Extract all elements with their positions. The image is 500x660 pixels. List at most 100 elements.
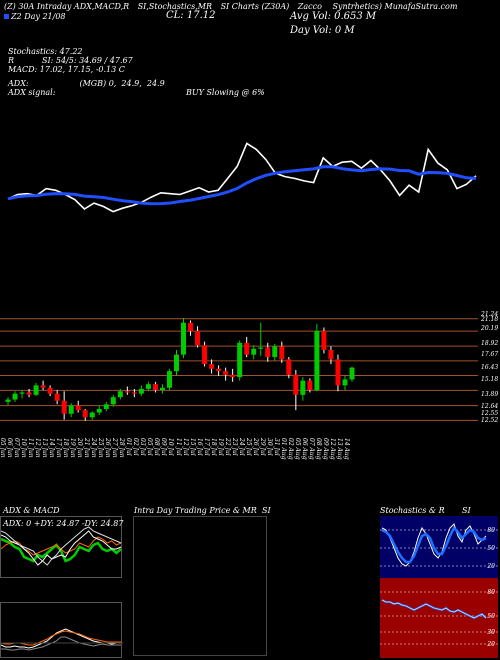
candle-body (328, 349, 334, 360)
candle-body (272, 346, 278, 357)
stoch-panel-title: Stochastics & R (380, 506, 445, 515)
candle-body (342, 379, 348, 386)
candle-body (216, 368, 222, 372)
stoch-panel-si: SI (462, 506, 471, 515)
candle-body (68, 405, 74, 414)
date-tick-label: 31 Jul (272, 438, 280, 456)
header-part-1: (Z) 30A Intraday (4, 2, 72, 11)
price-level-label: 17.67 (481, 351, 498, 358)
candle-body (103, 404, 109, 409)
date-tick-label: 05 Aug (293, 438, 301, 460)
candle-body (117, 391, 123, 398)
buy-signal: BUY Slowing @ 6% (186, 88, 265, 97)
candle-body (110, 397, 116, 405)
date-tick-label: 14 Aug (343, 438, 350, 460)
candle-body (188, 322, 194, 331)
date-tick-label: 24 Jul (237, 438, 245, 456)
date-tick-label: 12 Aug (328, 438, 336, 460)
date-tick-label: 25 Jul (244, 438, 252, 456)
stoch-panel: 80 50 20 (380, 516, 498, 578)
candle-body (5, 399, 11, 402)
header-line2: Z2 Day 21/08 (4, 12, 66, 21)
avg-vol: Avg Vol: 0.653 M (290, 11, 377, 22)
date-tick-label: 13 Jun (41, 438, 49, 458)
header-part-2: ADX,MACD,R (73, 2, 130, 11)
date-tick-label: 29 Jul (258, 438, 266, 456)
candle-body (166, 371, 172, 388)
candle-body (96, 409, 102, 413)
rsi-tick-30: 30 (487, 629, 495, 636)
legend-square-icon (4, 14, 9, 19)
rsi-value: R SI: 54/5: 34.69 / 47.67 (8, 56, 133, 65)
date-tick-label: 09 Jul (160, 438, 168, 456)
candle-body (40, 385, 46, 388)
candle-body (258, 347, 264, 349)
date-tick-label: 30 Jul (265, 438, 273, 456)
date-tick-label: 18 Jun (62, 438, 70, 458)
price-level-label: 16.43 (481, 364, 498, 371)
date-tick-label: 03 Jul (139, 438, 147, 456)
candle-body (19, 392, 25, 394)
date-tick-label: 01 Jul (125, 438, 133, 456)
adx-chart (1, 526, 122, 566)
close-label: CL: 17.12 (166, 10, 216, 21)
price-level-label: 12.52 (481, 417, 498, 424)
rsi-panel: 80 50 30 20 (380, 578, 498, 658)
candle-body (152, 384, 158, 391)
candle-body (300, 380, 306, 395)
date-tick-label: 11 Jun (27, 438, 35, 458)
macd-series-line (1, 636, 121, 651)
macd-panel (0, 602, 123, 658)
date-tick-label: 19 Jul (216, 438, 224, 456)
date-tick-label: 11 Jul (174, 438, 182, 456)
date-tick-label: 19 Jun (69, 438, 77, 458)
candle-body (202, 345, 208, 365)
date-tick-label: 18 Jul (209, 438, 217, 456)
date-tick-label: 24 Jun (90, 438, 98, 458)
stoch-series-line (381, 523, 487, 567)
price-level-label: 18.92 (481, 340, 498, 347)
adx-series-line (1, 537, 122, 563)
header-part-5: Zacco (297, 2, 322, 11)
date-tick-label: 06 Jun (6, 438, 14, 458)
rsi-chart (380, 591, 498, 645)
date-tick-label: 10 Jun (20, 438, 28, 458)
candle-body (279, 346, 285, 360)
price-level-label: 15.18 (481, 376, 498, 383)
adx-panel-values: ADX: 0 +DY: 24.87 -DY: 24.87 (3, 519, 124, 528)
candle-body (209, 364, 215, 369)
adx-series-line (1, 526, 122, 566)
date-tick-label: 17 Jun (55, 438, 63, 458)
candle-body (293, 374, 299, 395)
rsi-overlay-line (381, 599, 487, 619)
stoch-tick-80: 80 (487, 527, 495, 534)
candle-body (26, 392, 32, 395)
day-vol: Day Vol: 0 M (290, 25, 355, 36)
price-level-label: 21.18 (480, 316, 498, 323)
stochastics-value: Stochastics: 47.22 (8, 47, 83, 56)
header-part-4: SI Charts (Z30A) (220, 2, 290, 11)
date-tick-label: 02 Aug (286, 438, 294, 460)
candle-body (54, 393, 60, 401)
date-tick-label: 12 Jul (181, 438, 189, 456)
price-level-label: 12.64 (481, 403, 498, 410)
header-part-3: SI,Stochastics,MR (137, 2, 213, 11)
header-part-6: Syntrhetics) MunafaSutra.com (332, 2, 458, 11)
candle-body (159, 387, 165, 391)
candle-body (321, 331, 327, 350)
date-tick-label: 08 Aug (314, 438, 322, 460)
macd-value: MACD: 17.02, 17.15, -0.13 C (8, 65, 125, 74)
rsi-tick-80: 80 (487, 589, 495, 596)
date-tick-label: 27 Jun (111, 438, 119, 458)
stoch-series-line (381, 525, 487, 564)
candle-body (47, 387, 53, 394)
date-tick-label: 26 Jun (104, 438, 112, 458)
rsi-tick-20: 20 (487, 641, 495, 648)
adx-series-line (1, 530, 122, 566)
candle-body (173, 354, 179, 372)
stoch-chart (380, 523, 498, 567)
price-level-label: 12.55 (481, 410, 498, 417)
candle-body (138, 388, 144, 394)
candle-body (244, 342, 250, 355)
price-level-label: 21.24 (480, 311, 498, 318)
